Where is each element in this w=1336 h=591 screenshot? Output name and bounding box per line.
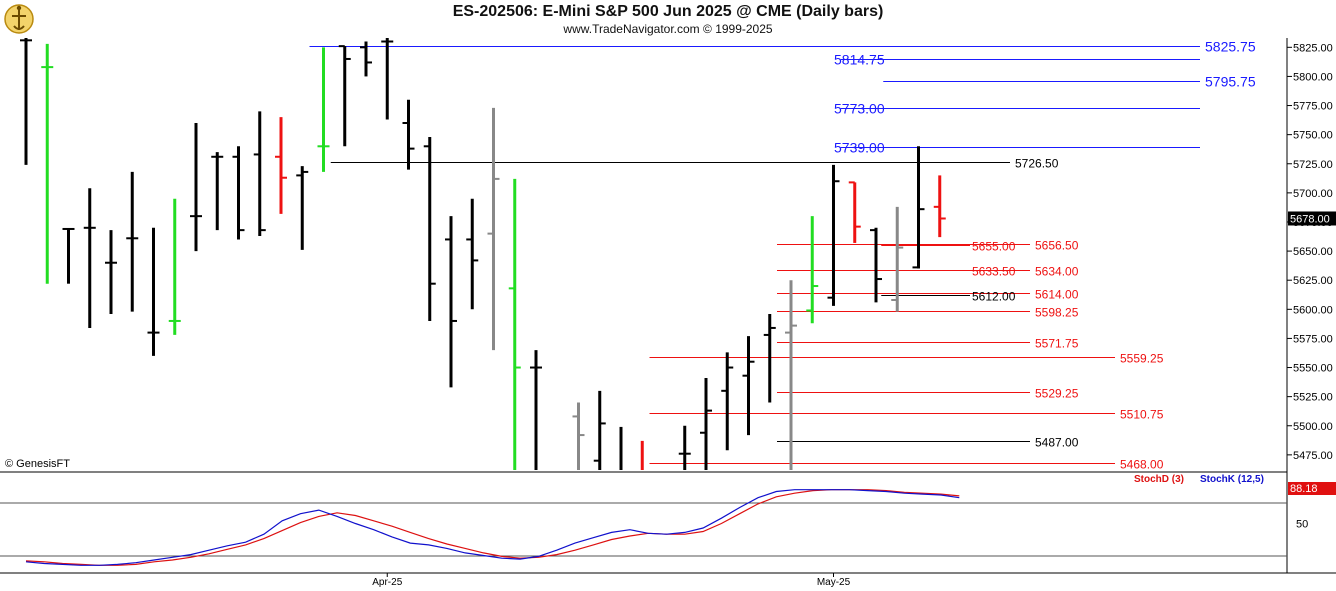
y-tick-label: 5775.00: [1293, 101, 1333, 113]
y-tick-label: 5575.00: [1293, 333, 1333, 345]
level-label: 5795.75: [1205, 74, 1256, 90]
y-tick-label: 5475.00: [1293, 450, 1333, 462]
trade-navigator-logo-icon: [2, 2, 36, 36]
y-tick-label: 5825.00: [1293, 42, 1333, 54]
level-label: 5739.00: [834, 140, 885, 156]
y-tick-label: 5500.00: [1293, 421, 1333, 433]
stoch-last-box: [1288, 482, 1336, 495]
y-tick-label: 5700.00: [1293, 188, 1333, 200]
level-label: 5726.50: [1015, 157, 1059, 171]
y-tick-label: 5750.00: [1293, 130, 1333, 142]
level-label: 5487.00: [1035, 436, 1079, 450]
chart-frame: [0, 38, 1336, 574]
stochastic-panel: 50 StochD (3) StochK (12,5) 88.18: [0, 474, 1336, 566]
last-price-label: 5678.00: [1290, 213, 1330, 225]
level-label: 5559.25: [1120, 352, 1164, 366]
chart-title: ES-202506: E-Mini S&P 500 Jun 2025 @ CME…: [452, 3, 884, 20]
ohlc-bars: [20, 38, 946, 470]
level-label: 5571.75: [1035, 337, 1079, 351]
stoch-legend-k: StochK (12,5): [1200, 474, 1264, 485]
stoch-y-tick-label: 50: [1296, 519, 1308, 531]
y-tick-label: 5725.00: [1293, 159, 1333, 171]
price-plot-area: [0, 38, 1287, 470]
level-label: 5468.00: [1120, 458, 1164, 472]
level-label: 5814.75: [834, 52, 885, 68]
level-label: 5773.00: [834, 101, 885, 117]
level-label: 5634.00: [1035, 265, 1079, 279]
level-label: 5656.50: [1035, 239, 1079, 253]
y-tick-label: 5625.00: [1293, 275, 1333, 287]
x-tick-label: May-25: [817, 577, 851, 588]
chart-header: ES-202506: E-Mini S&P 500 Jun 2025 @ CME…: [0, 0, 1336, 38]
y-tick-label: 5650.00: [1293, 246, 1333, 258]
stoch-series-line: [25, 489, 960, 566]
stoch-last-label: 88.18: [1290, 483, 1318, 495]
price-levels: 5825.75 5814.75 5795.75 5773.00 5739.00 5726.…: [309, 39, 1256, 472]
last-price-box: [1288, 211, 1336, 226]
level-label: 5510.75: [1120, 408, 1164, 422]
level-label: 5633.50: [972, 265, 1016, 279]
y-tick-label: 5525.00: [1293, 392, 1333, 404]
price-axis: 5475.00 5500.00 5525.00 5550.00 5575.00 5600.…: [1287, 42, 1336, 462]
level-label: 5614.00: [1035, 288, 1079, 302]
date-axis: Apr-25 May-25: [372, 573, 851, 588]
y-tick-label: 5800.00: [1293, 71, 1333, 83]
level-label: 5598.25: [1035, 306, 1079, 320]
copyright-text: © GenesisFT: [5, 458, 70, 470]
level-label: 5655.00: [972, 240, 1016, 254]
stoch-series-line: [25, 489, 960, 566]
y-tick-label: 5550.00: [1293, 363, 1333, 375]
chart-subtitle: www.TradeNavigator.com © 1999-2025: [563, 22, 773, 36]
stoch-legend-d: StochD (3): [1134, 474, 1184, 485]
level-label: 5825.75: [1205, 39, 1256, 55]
y-tick-label: 5600.00: [1293, 304, 1333, 316]
x-tick-label: Apr-25: [372, 577, 402, 588]
level-label: 5529.25: [1035, 387, 1079, 401]
level-label: 5612.00: [972, 290, 1016, 304]
